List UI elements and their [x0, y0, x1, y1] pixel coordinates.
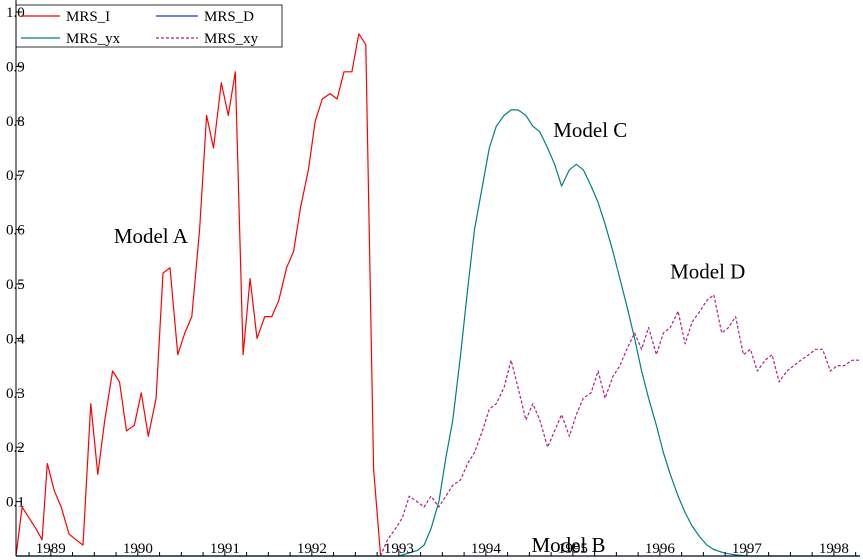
annotation-label: Model C — [553, 118, 627, 142]
x-tick-label: 1996 — [645, 541, 676, 557]
legend: MRS_I MRS_D MRS_yx MRS_xy — [15, 4, 283, 48]
x-tick-label: 1997 — [732, 541, 763, 557]
x-tick-label: 1991 — [210, 541, 240, 557]
legend-entry-label: MRS_D — [204, 9, 254, 25]
x-tick-label: 1998 — [819, 541, 849, 557]
y-tick-label: 1.0 — [6, 5, 25, 21]
x-tick-label: 1989 — [36, 541, 66, 557]
y-tick-label: 0.3 — [6, 386, 25, 402]
x-tick-label: 1990 — [123, 541, 153, 557]
legend-entry-label: MRS_I — [66, 9, 110, 25]
y-tick-label: 0.6 — [6, 223, 25, 239]
series-line-mrs-xy — [380, 294, 860, 557]
legend-entry-label: MRS_xy — [204, 31, 259, 47]
legend-entry-label: MRS_yx — [66, 31, 121, 47]
annotation-layer: Model A Model B Model C Model D — [114, 118, 746, 557]
annotation-label: Model A — [114, 224, 189, 248]
y-tick-label: 0.5 — [6, 277, 25, 293]
x-tick-label: 1993 — [384, 541, 414, 557]
annotation-label: Model D — [670, 260, 745, 284]
y-tick-label: 0.7 — [6, 168, 25, 184]
axes-layer: 0.1 0.2 0.3 0.4 0.5 0.6 0.7 0.8 0.9 1.0 1989 1990 19… — [6, 0, 860, 557]
y-tick-label: 0.9 — [6, 59, 25, 75]
x-tick-label: 1992 — [297, 541, 327, 557]
annotation-label: Model B — [531, 533, 605, 557]
legend-frame — [15, 4, 283, 48]
x-tick-label: 1995 — [558, 541, 588, 557]
series-line-mrs-i — [15, 33, 382, 557]
y-tick-label: 0.4 — [6, 331, 25, 347]
x-tick-label: 1994 — [471, 541, 502, 557]
y-tick-label: 0.1 — [6, 495, 25, 511]
y-tick-label: 0.8 — [6, 114, 25, 130]
series-line-mrs-yx — [16, 109, 860, 557]
y-tick-label: 0.2 — [6, 440, 25, 456]
